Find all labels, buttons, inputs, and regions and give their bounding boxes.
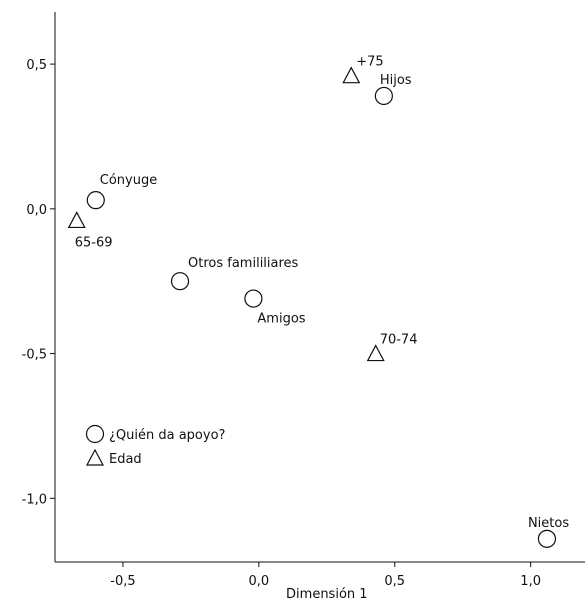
- point-label: Amigos: [257, 312, 305, 327]
- legend-circle-marker: [85, 424, 105, 444]
- point-label: Otros famililiares: [188, 256, 299, 271]
- x-tick-label: 0,0: [249, 574, 270, 589]
- y-tick-label: 0,5: [26, 58, 47, 73]
- point-label: 65-69: [75, 235, 113, 250]
- data-point-circle: [244, 289, 263, 308]
- axes: [54, 12, 585, 563]
- legend-triangle-marker: [86, 448, 104, 466]
- point-label: 70-74: [380, 333, 418, 348]
- y-tick-label: 0,0: [26, 203, 47, 218]
- data-point-circle: [537, 529, 557, 548]
- y-ticks: 0,5 0,0 -0,5 -1,0: [22, 58, 55, 507]
- point-label: +75: [356, 55, 383, 70]
- x-tick-label: 1,0: [520, 574, 541, 589]
- data-point-circle: [86, 191, 105, 210]
- data-point-triangle: [342, 66, 361, 84]
- x-ticks: -0,5 0,0 0,5 1,0: [110, 562, 541, 589]
- x-tick-label: -0,5: [110, 574, 135, 589]
- legend-label: Edad: [109, 452, 142, 467]
- legend-label: ¿Quién da apoyo?: [109, 428, 225, 443]
- data-point-triangle: [67, 211, 86, 229]
- data-point-circle: [374, 86, 393, 106]
- point-label: Cónyuge: [100, 173, 157, 188]
- y-tick-label: -0,5: [22, 348, 47, 363]
- data-point-circle: [170, 272, 190, 291]
- y-tick-label: -1,0: [22, 492, 47, 507]
- x-axis-title: Dimensión 1: [286, 587, 368, 602]
- legend: ¿Quién da apoyo? Edad: [85, 424, 225, 467]
- data-point-triangle: [366, 344, 385, 362]
- point-label: Hijos: [380, 73, 412, 88]
- data-points: Cónyuge Hijos Otros famililiares Amigos Niet…: [67, 55, 569, 548]
- x-tick-label: 0,5: [384, 574, 405, 589]
- point-label: Nietos: [528, 516, 569, 531]
